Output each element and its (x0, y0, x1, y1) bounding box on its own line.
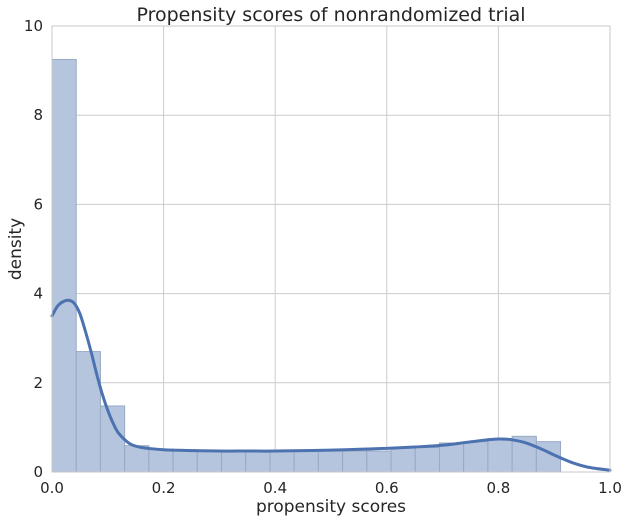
kde-curve-layer (50, 298, 612, 472)
axes-border (51, 25, 611, 473)
histogram-bar (51, 58, 77, 473)
histogram-bar (172, 449, 198, 473)
histogram-bar (293, 450, 319, 473)
y-tick-label: 2 (33, 374, 43, 392)
histogram-bar (196, 450, 223, 473)
x-tick-label: 0.8 (486, 479, 510, 497)
y-tick-label: 6 (33, 195, 43, 213)
y-tick-label: 0 (33, 463, 43, 481)
axes-frame (51, 25, 611, 473)
y-tick-label: 4 (33, 285, 43, 303)
histogram-bar (366, 450, 392, 473)
y-tick-labels: 0 2 4 6 8 10 (24, 17, 43, 481)
x-tick-label: 1.0 (598, 479, 622, 497)
histogram-bar (463, 441, 489, 473)
histogram-bar (317, 450, 344, 473)
histogram-bar (99, 405, 126, 473)
x-tick-label: 0.4 (263, 479, 287, 497)
x-axis-label: propensity scores (256, 497, 406, 517)
y-axis-label: density (6, 218, 26, 280)
histogram-bar (487, 438, 513, 473)
histogram-bar (221, 450, 247, 473)
histogram-bar (245, 450, 271, 473)
histogram-bar (438, 442, 465, 473)
y-tick-label: 8 (33, 106, 43, 124)
histogram-bar (124, 445, 150, 473)
y-tick-label: 10 (24, 17, 43, 35)
x-tick-label: 0.2 (152, 479, 176, 497)
x-tick-label: 0.6 (375, 479, 399, 497)
histogram-bar (390, 446, 416, 473)
histogram-bars (51, 58, 562, 473)
kde-curve (50, 298, 612, 472)
x-tick-labels: 0.0 0.2 0.4 0.6 0.8 1.0 (40, 479, 622, 497)
histogram-bar (414, 446, 440, 473)
chart-title: Propensity scores of nonrandomized trial (136, 4, 525, 26)
x-tick-label: 0.0 (40, 479, 64, 497)
plot-area (52, 26, 610, 472)
histogram-bar (148, 449, 174, 473)
histogram-bar (269, 450, 295, 473)
histogram-bar (342, 450, 368, 473)
